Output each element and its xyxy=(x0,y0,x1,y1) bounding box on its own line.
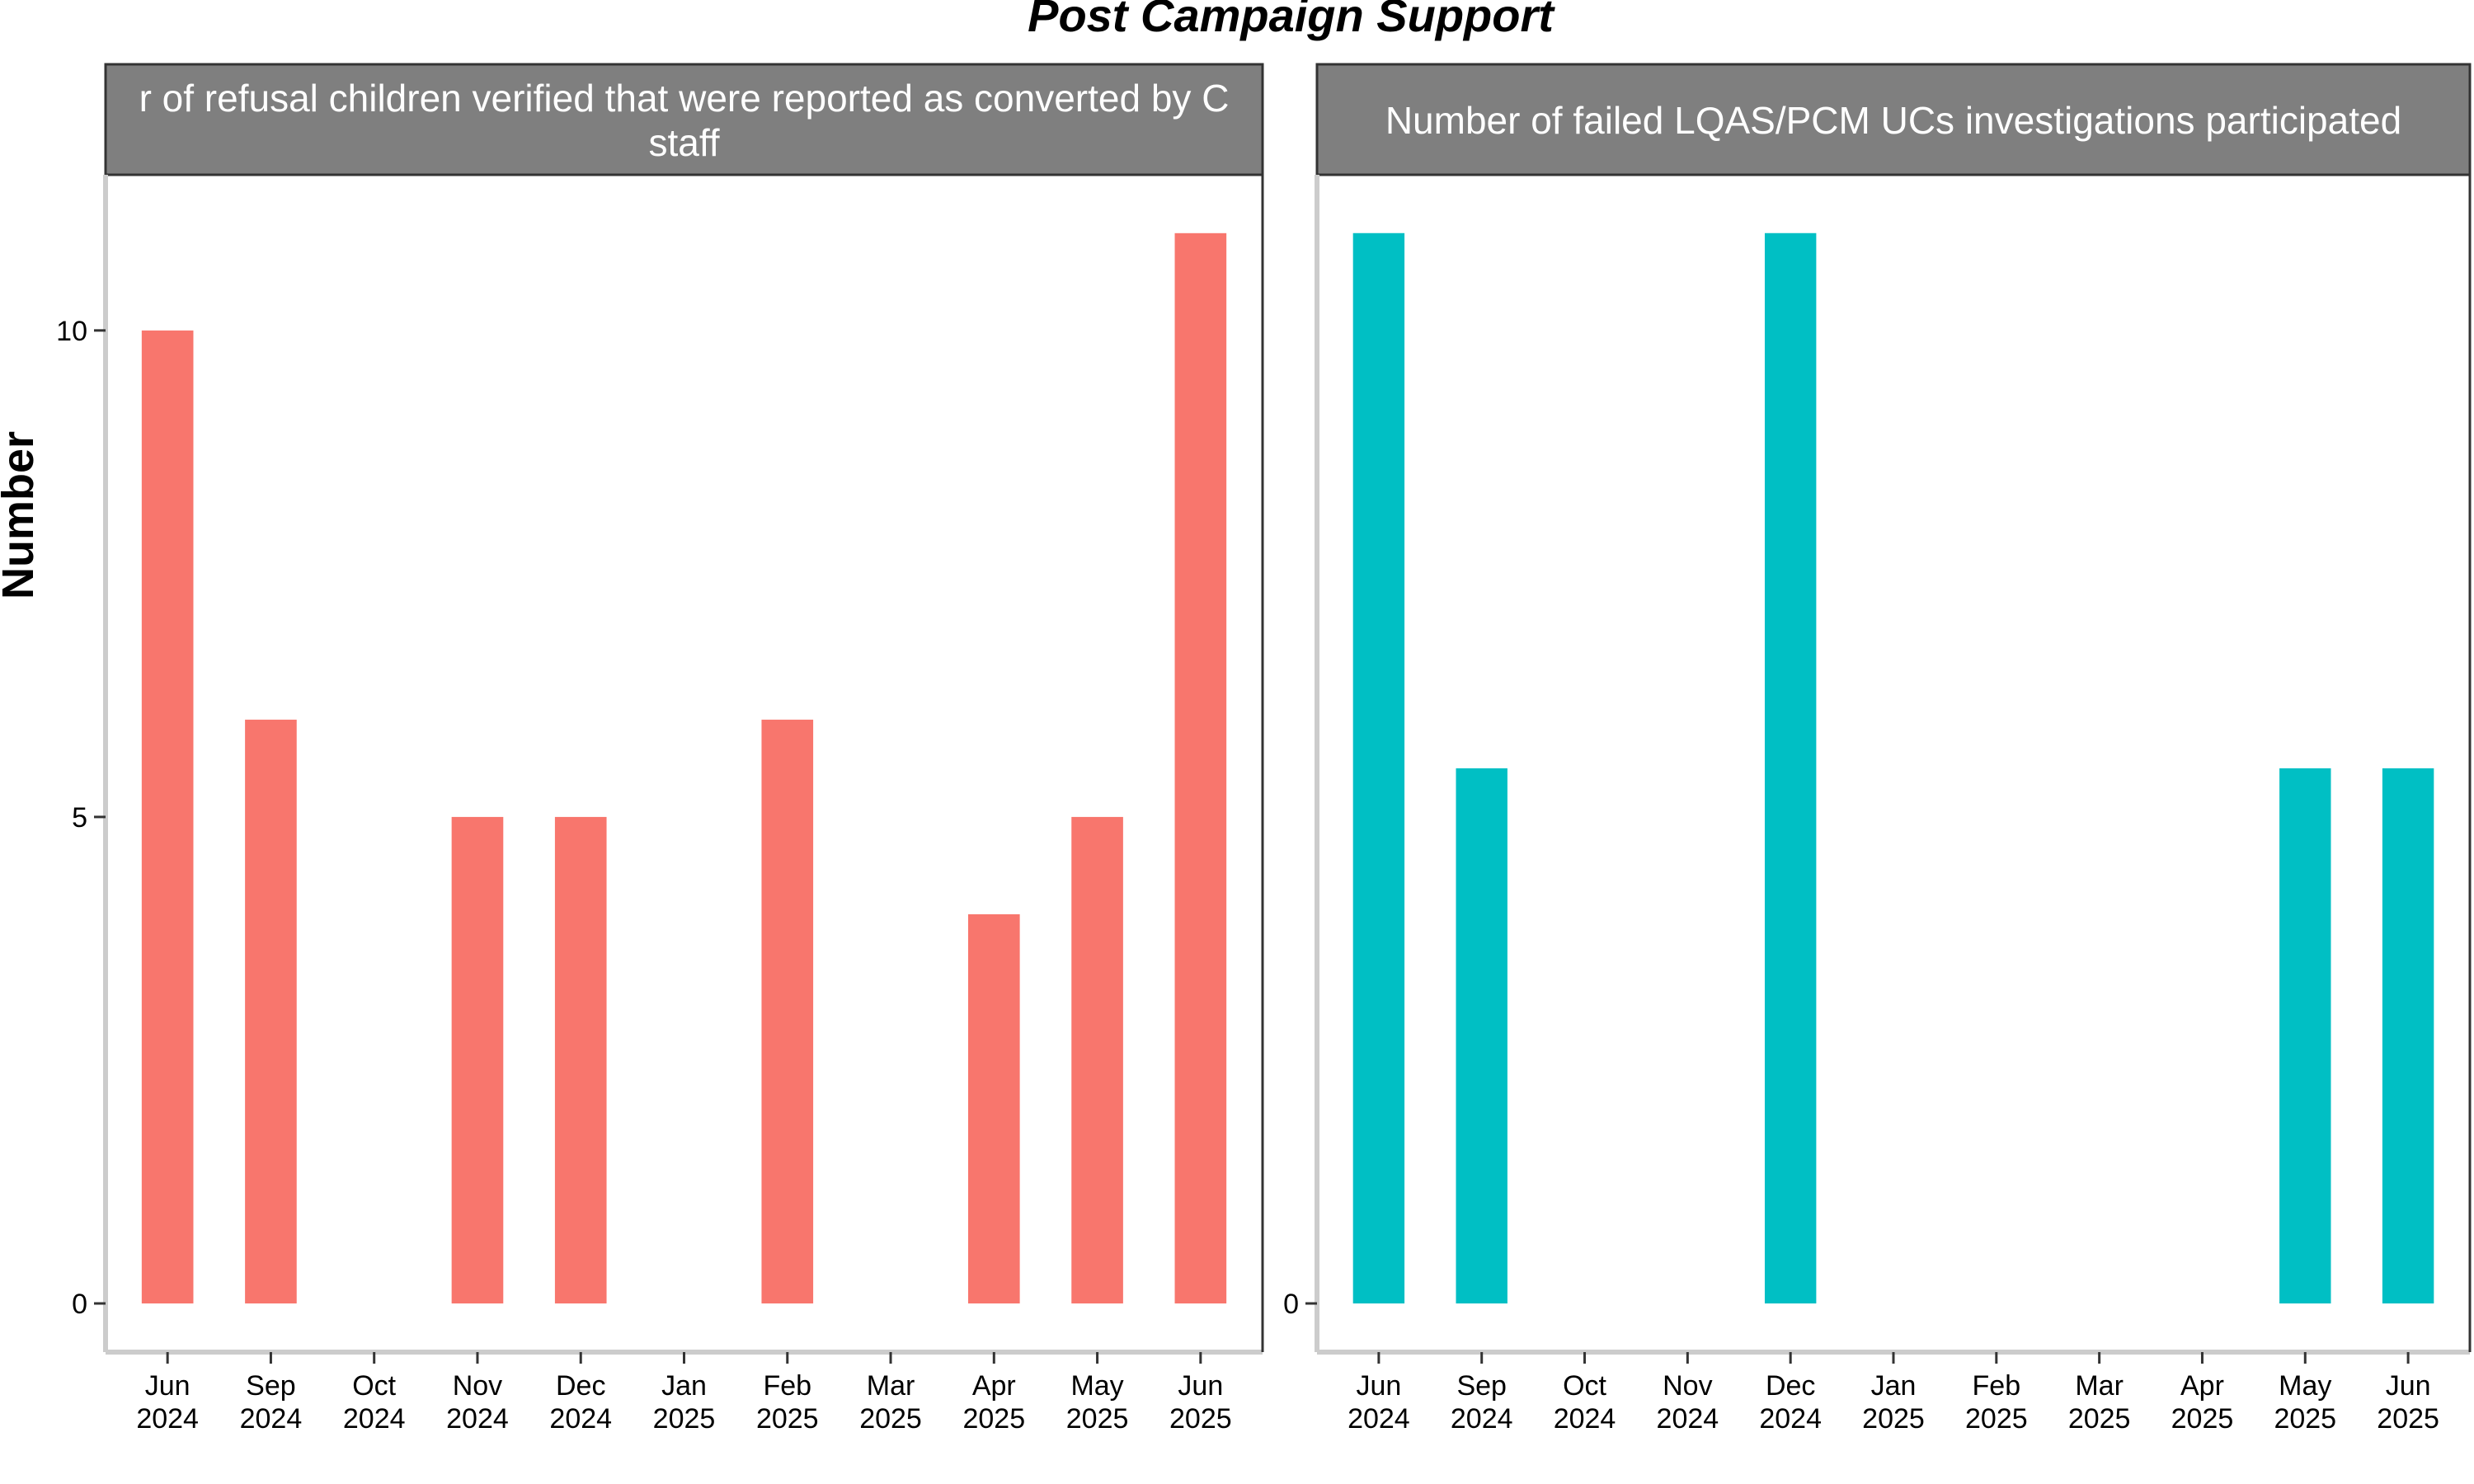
x-tick-label-month: Jun xyxy=(145,1370,190,1402)
bar-dec-2024 xyxy=(554,816,607,1303)
bar-jun-2024 xyxy=(1352,232,1405,1303)
x-tick-label-month: Sep xyxy=(246,1370,296,1402)
panel-2: Number of failed LQAS/PCM UCs investigat… xyxy=(1283,63,2472,1435)
bar-jun-2024 xyxy=(141,330,194,1303)
bar-sep-2024 xyxy=(1456,768,1507,1303)
x-tick-label-month: Apr xyxy=(972,1370,1016,1402)
x-tick-label-month: Jun xyxy=(2386,1370,2431,1402)
x-tick-label-year: 2025 xyxy=(1965,1403,2028,1435)
panel-1: r of refusal children verified that were… xyxy=(56,63,1264,1435)
y-tick-label: 5 xyxy=(72,802,87,834)
bar-jun-2025 xyxy=(2382,768,2434,1303)
panel-1-strip xyxy=(104,63,1264,176)
x-tick-label-year: 2025 xyxy=(1169,1403,1232,1435)
x-tick-label-year: 2024 xyxy=(1759,1403,1822,1435)
x-tick-label-month: Jan xyxy=(1871,1370,1917,1402)
x-tick-label-year: 2024 xyxy=(1451,1403,1513,1435)
x-tick-label-year: 2025 xyxy=(1862,1403,1925,1435)
y-tick-label: 0 xyxy=(72,1289,87,1320)
x-tick-label-month: Mar xyxy=(2075,1370,2124,1402)
x-tick-label-year: 2024 xyxy=(343,1403,406,1435)
y-axis-title: Number xyxy=(0,431,43,599)
x-tick-label-month: Sep xyxy=(1456,1370,1507,1402)
x-tick-label-month: Dec xyxy=(1766,1370,1815,1402)
x-tick-label-year: 2024 xyxy=(240,1403,303,1435)
x-tick-label-month: Feb xyxy=(1973,1370,2021,1402)
panel-1-strip-title: r of refusal children verified that were… xyxy=(139,77,1230,120)
bar-dec-2024 xyxy=(1764,232,1817,1303)
x-tick-label-year: 2025 xyxy=(962,1403,1025,1435)
x-tick-label-month: Mar xyxy=(867,1370,915,1402)
x-tick-label-month: May xyxy=(1070,1370,1123,1402)
bar-apr-2025 xyxy=(967,913,1020,1303)
x-tick-label-month: Jan xyxy=(661,1370,707,1402)
x-tick-label-month: May xyxy=(2279,1370,2331,1402)
y-tick-label: 0 xyxy=(1283,1289,1299,1320)
bar-feb-2025 xyxy=(761,719,814,1303)
x-tick-label-year: 2025 xyxy=(2171,1403,2234,1435)
x-tick-label-year: 2024 xyxy=(1657,1403,1719,1435)
x-tick-label-year: 2025 xyxy=(2274,1403,2336,1435)
x-tick-label-month: Jun xyxy=(1356,1370,1401,1402)
bar-may-2025 xyxy=(1071,816,1123,1303)
chart-title: Post Campaign Support xyxy=(1028,0,1555,41)
panels: r of refusal children verified that were… xyxy=(56,63,2472,1435)
bar-nov-2024 xyxy=(451,816,504,1303)
x-tick-label-month: Nov xyxy=(1663,1370,1712,1402)
x-tick-label-year: 2024 xyxy=(136,1403,199,1435)
panel-1-strip-title: staff xyxy=(648,121,719,164)
y-tick-label: 10 xyxy=(56,316,87,347)
strip-text-group: r of refusal children verified that were… xyxy=(139,77,1230,164)
panel-2-strip-title: Number of failed LQAS/PCM UCs investigat… xyxy=(1385,99,2401,142)
x-tick-label-year: 2025 xyxy=(756,1403,819,1435)
x-tick-label-month: Nov xyxy=(453,1370,502,1402)
x-tick-label-year: 2025 xyxy=(2377,1403,2439,1435)
bar-jun-2025 xyxy=(1174,232,1227,1303)
x-tick-label-month: Oct xyxy=(1563,1370,1606,1402)
x-tick-label-month: Jun xyxy=(1178,1370,1223,1402)
x-tick-label-month: Oct xyxy=(352,1370,396,1402)
x-tick-label-year: 2024 xyxy=(1554,1403,1616,1435)
x-tick-label-year: 2025 xyxy=(1066,1403,1129,1435)
x-tick-label-year: 2025 xyxy=(653,1403,716,1435)
x-tick-label-month: Apr xyxy=(2180,1370,2224,1402)
x-tick-label-year: 2025 xyxy=(859,1403,922,1435)
x-tick-label-year: 2024 xyxy=(549,1403,612,1435)
x-tick-label-year: 2025 xyxy=(2068,1403,2131,1435)
bar-may-2025 xyxy=(2279,768,2331,1303)
x-tick-label-month: Dec xyxy=(556,1370,605,1402)
x-tick-label-year: 2024 xyxy=(446,1403,509,1435)
x-tick-label-year: 2024 xyxy=(1348,1403,1410,1435)
bar-sep-2024 xyxy=(245,719,297,1303)
x-tick-label-month: Feb xyxy=(763,1370,811,1402)
panel-2-strip xyxy=(1315,63,2472,176)
